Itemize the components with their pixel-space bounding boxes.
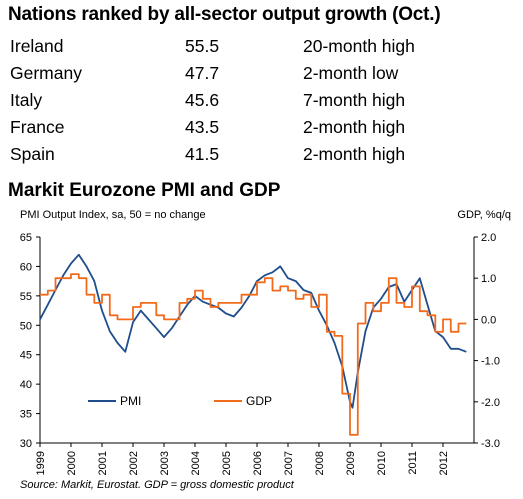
output-value: 41.5 xyxy=(185,144,220,164)
chart-title: Markit Eurozone PMI and GDP xyxy=(8,180,281,201)
right-axis-label: GDP, %q/q xyxy=(457,209,511,221)
left-tick-label: 65 xyxy=(20,232,32,244)
x-tick-label: 2008 xyxy=(314,451,326,475)
left-tick-label: 60 xyxy=(20,261,32,273)
x-tick-label: 2006 xyxy=(252,451,264,475)
legend-gdp-label: GDP xyxy=(246,394,272,408)
left-tick-label: 50 xyxy=(20,320,32,332)
x-tick-label: 2004 xyxy=(190,451,202,475)
right-tick-label: 0.0 xyxy=(481,314,496,326)
x-tick-label: 2012 xyxy=(438,451,450,475)
ranking-row: Italy 45.6 7-month high xyxy=(10,87,520,114)
output-value: 47.7 xyxy=(185,63,220,83)
country-name: Spain xyxy=(10,144,55,164)
trend-note: 2-month low xyxy=(303,63,399,83)
right-tick-label: -1.0 xyxy=(481,356,500,368)
trend-note: 7-month high xyxy=(303,90,406,110)
left-tick-label: 30 xyxy=(20,438,32,450)
series-gdp-line xyxy=(40,273,467,436)
ranking-row: Germany 47.7 2-month low xyxy=(10,60,520,87)
series-pmi-line xyxy=(39,253,467,409)
ranking-title: Nations ranked by all-sector output grow… xyxy=(8,4,441,25)
x-tick-label: 1999 xyxy=(35,451,47,475)
right-tick-label: 2.0 xyxy=(481,232,496,244)
legend-pmi-label: PMI xyxy=(120,394,141,408)
left-tick-label: 40 xyxy=(20,379,32,391)
x-tick-label: 2000 xyxy=(66,451,78,475)
x-tick-label: 2007 xyxy=(283,451,295,475)
trend-note: 2-month high xyxy=(303,117,406,137)
source-note: Source: Markit, Eurostat. GDP = gross do… xyxy=(20,479,294,491)
country-name: Italy xyxy=(10,90,43,110)
ranking-table: Ireland 55.5 20-month high Germany 47.7 2-mon… xyxy=(10,33,520,168)
ranking-row: France 43.5 2-month high xyxy=(10,114,520,141)
left-tick-label: 55 xyxy=(20,291,32,303)
ranking-row: Ireland 55.5 20-month high xyxy=(10,33,520,60)
right-tick-label: -3.0 xyxy=(481,438,500,450)
left-tick-label: 45 xyxy=(20,350,32,362)
x-tick-label: 2010 xyxy=(376,451,388,475)
country-name: Germany xyxy=(10,63,82,83)
country-name: France xyxy=(10,117,65,137)
right-tick-label: 1.0 xyxy=(481,273,496,285)
x-tick-label: 2009 xyxy=(345,451,357,475)
x-tick-label: 2005 xyxy=(221,451,233,475)
ranking-row: Spain 41.5 2-month high xyxy=(10,141,520,168)
right-tick-label: -2.0 xyxy=(481,397,500,409)
trend-note: 2-month high xyxy=(303,144,406,164)
x-tick-label: 2001 xyxy=(97,451,109,475)
left-tick-label: 35 xyxy=(20,409,32,421)
left-axis-label: PMI Output Index, sa, 50 = no change xyxy=(20,209,206,221)
country-name: Ireland xyxy=(10,36,64,56)
trend-note: 20-month high xyxy=(303,36,415,56)
output-value: 55.5 xyxy=(185,36,220,56)
output-value: 45.6 xyxy=(185,90,220,110)
x-tick-label: 2003 xyxy=(159,451,171,475)
output-value: 43.5 xyxy=(185,117,220,137)
x-tick-label: 2011 xyxy=(407,451,419,475)
x-tick-label: 2002 xyxy=(128,451,140,475)
